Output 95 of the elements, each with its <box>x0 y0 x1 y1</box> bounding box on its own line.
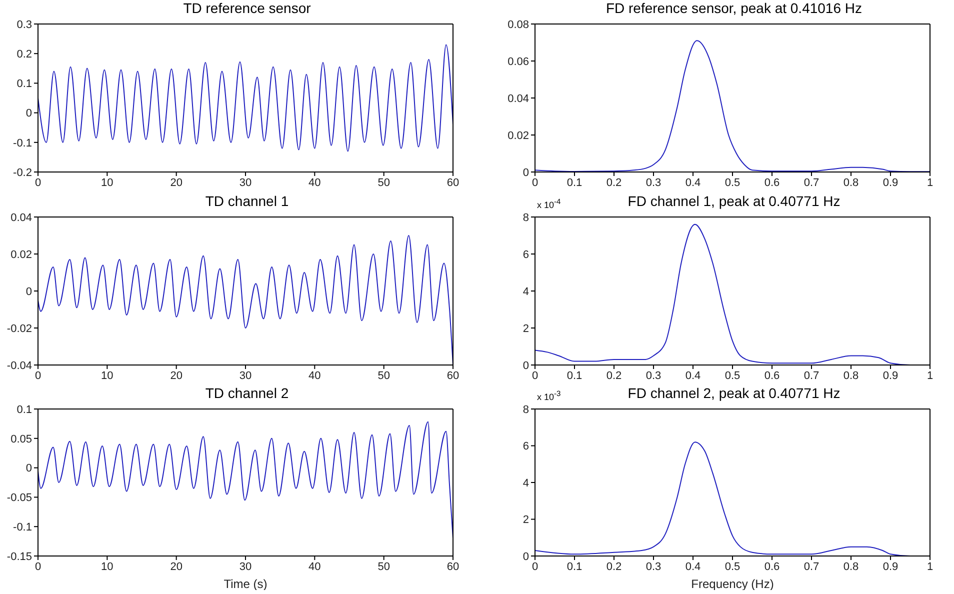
x-tick-label: 0.4 <box>685 176 701 189</box>
x-tick-label: 0.5 <box>724 176 740 189</box>
line-series <box>38 44 453 152</box>
y-tick-label: 0.02 <box>508 130 529 142</box>
y-tick-label: 0.04 <box>10 212 32 224</box>
y-tick-label: 0 <box>522 166 529 179</box>
y-tick-label: 0.05 <box>10 433 32 446</box>
x-tick-label: 60 <box>446 176 460 189</box>
x-tick-label: 0 <box>532 560 538 573</box>
x-tick-label: 0.5 <box>724 370 740 382</box>
x-tick-label: 0.3 <box>646 370 662 382</box>
y-tick-label: 8 <box>522 212 529 224</box>
x-tick-label: 0.8 <box>843 560 859 573</box>
x-tick-label: 0 <box>532 370 538 382</box>
x-tick-label: 1 <box>926 370 934 382</box>
y-tick-label: 0 <box>522 360 529 372</box>
y-tick-label: 0.1 <box>16 404 32 416</box>
x-tick-label: 0.6 <box>764 370 780 382</box>
x-tick-label: 0.4 <box>685 560 701 573</box>
y-tick-label: -0.05 <box>6 492 32 504</box>
x-tick-label: 0.9 <box>882 176 898 189</box>
x-tick-label: 0.7 <box>804 176 820 189</box>
x-tick-label: 0.3 <box>646 176 662 189</box>
x-tick-label: 20 <box>170 176 182 189</box>
x-tick-label: 0.7 <box>804 370 820 382</box>
x-tick-label: 40 <box>308 176 321 189</box>
x-tick-label: 40 <box>308 560 321 573</box>
x-tick-label: 40 <box>308 370 321 382</box>
x-tick-label: 0.1 <box>566 176 582 189</box>
x-tick-label: 0 <box>34 560 42 573</box>
x-tick-label: 0.2 <box>606 370 622 382</box>
chart-title: FD channel 2, peak at 0.40771 Hz <box>628 385 840 401</box>
x-tick-label: 60 <box>446 370 460 382</box>
y-tick-label: -0.02 <box>6 322 32 335</box>
y-tick-label: 8 <box>522 404 529 416</box>
x-tick-label: 0.8 <box>843 176 859 189</box>
x-tick-label: 0.4 <box>685 370 701 382</box>
x-tick-label: 20 <box>170 370 182 382</box>
y-tick-label: -0.1 <box>13 137 32 150</box>
y-tick-label: 0.08 <box>508 18 529 31</box>
chart-title: TD channel 2 <box>204 385 290 403</box>
x-tick-label: 10 <box>101 370 114 382</box>
y-tick-label: 0 <box>26 286 32 298</box>
y-tick-label: 6 <box>522 440 529 453</box>
y-tick-label: 0.2 <box>16 48 32 61</box>
x-tick-label: 0.8 <box>843 370 859 382</box>
x-tick-label: 0 <box>34 370 42 382</box>
x-tick-label: 0.1 <box>566 560 582 573</box>
y-tick-label: 6 <box>522 248 529 261</box>
x-tick-label: 50 <box>378 176 390 189</box>
text: x 10$^{-4}$ <box>537 197 561 210</box>
chart-title: TD reference sensor <box>182 0 312 18</box>
x-tick-label: 50 <box>378 370 390 382</box>
chart-title: FD channel 1, peak at 0.40771 Hz <box>628 193 840 209</box>
x-tick-label: 10 <box>101 560 114 573</box>
x-tick-label: 30 <box>239 560 252 573</box>
x-tick-label: 0.9 <box>882 560 898 573</box>
x-tick-label: 0.9 <box>882 370 898 382</box>
x-tick-label: 0 <box>34 176 42 189</box>
x-tick-label: 30 <box>239 370 252 382</box>
x-tick-label: 1 <box>926 176 934 189</box>
y-tick-label: 0 <box>26 462 32 475</box>
x-tick-label: 0.2 <box>606 176 622 189</box>
chart-title: TD channel 1 <box>204 193 290 211</box>
y-tick-label: 2 <box>522 514 529 526</box>
x-tick-label: 0.6 <box>764 176 780 189</box>
x-tick-label: 0.7 <box>804 560 820 573</box>
x-tick-label: 1 <box>926 560 934 573</box>
x-tick-label: 0.3 <box>646 560 662 573</box>
y-tick-label: 0 <box>26 108 32 120</box>
y-tick-label: 0.04 <box>508 92 529 105</box>
y-tick-label: 4 <box>522 286 529 298</box>
y-tick-label: 0.1 <box>16 78 32 90</box>
y-tick-label: -0.1 <box>13 522 32 534</box>
y-tick-label: -0.15 <box>6 550 32 563</box>
x-tick-label: 60 <box>446 560 460 573</box>
y-tick-label: 2 <box>522 322 529 335</box>
x-tick-label: 20 <box>170 560 182 573</box>
x-tick-label: 50 <box>378 560 390 573</box>
x-tick-label: 0.5 <box>724 560 740 573</box>
x-tick-label: 0.2 <box>606 560 622 573</box>
y-tick-label: -0.04 <box>6 360 32 372</box>
x-tick-label: 0.1 <box>566 370 582 382</box>
y-tick-label: 4 <box>522 477 529 490</box>
x-tick-label: 30 <box>239 176 252 189</box>
text: x 10$^{-3}$ <box>537 389 561 402</box>
y-tick-label: 0.3 <box>16 18 32 31</box>
y-tick-label: 0 <box>522 550 529 563</box>
y-tick-label: 0.06 <box>508 56 529 68</box>
x-tick-label: 0 <box>532 176 538 189</box>
x-tick-label: 0.6 <box>764 560 780 573</box>
x-tick-label: 10 <box>101 176 114 189</box>
chart-title: FD reference sensor, peak at 0.41016 Hz <box>604 0 864 18</box>
y-tick-label: 0.02 <box>10 248 32 261</box>
y-tick-label: -0.2 <box>13 166 32 179</box>
